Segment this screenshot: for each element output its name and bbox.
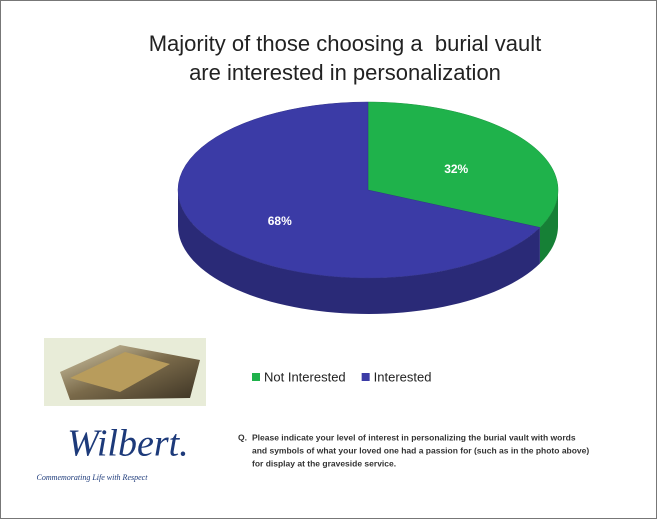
legend-swatch — [252, 373, 260, 381]
legend-label: Interested — [374, 369, 432, 384]
question-number: Q. — [238, 432, 247, 442]
logo-name: Wilbert. — [67, 423, 188, 465]
logo-tagline: Commemorating Life with Respect — [37, 473, 149, 482]
question-text: and symbols of what your loved one had a… — [252, 445, 589, 455]
question-text: for display at the graveside service. — [252, 458, 396, 468]
photo — [44, 338, 206, 406]
legend-swatch — [362, 373, 370, 381]
question-text: Please indicate your level of interest i… — [252, 432, 576, 442]
legend-label: Not Interested — [264, 369, 346, 384]
data-label: 32% — [444, 162, 468, 176]
data-label: 68% — [268, 214, 292, 228]
chart-title: are interested in personalization — [189, 60, 501, 85]
slide: Majority of those choosing a burial vaul… — [0, 0, 657, 519]
page: {"chart_data": {"type": "pie", "title": … — [0, 0, 657, 519]
chart-title: Majority of those choosing a burial vaul… — [149, 31, 542, 56]
